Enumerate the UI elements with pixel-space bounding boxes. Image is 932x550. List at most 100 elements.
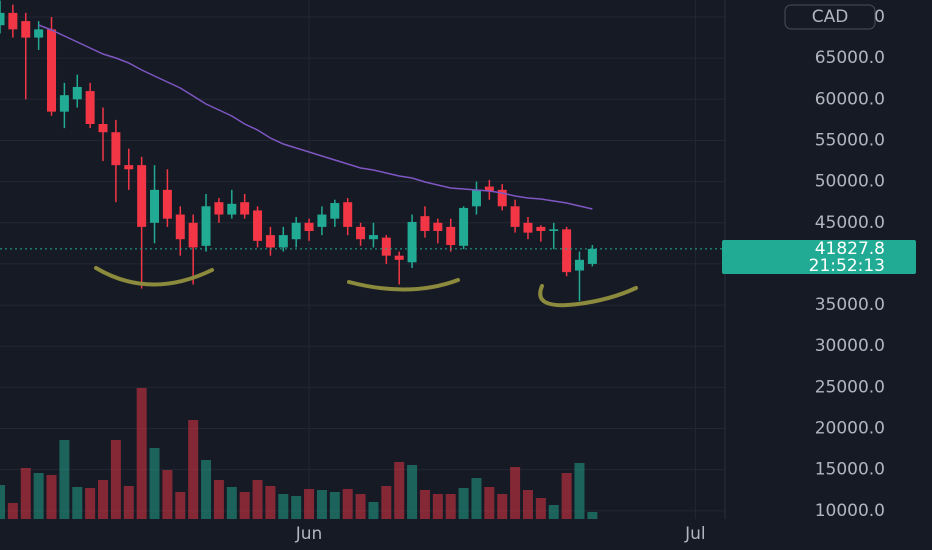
volume-bar — [46, 475, 57, 519]
volume-bar — [33, 473, 44, 519]
candle-body — [124, 165, 134, 170]
y-tick-label: 60000.0 — [815, 89, 885, 109]
candle-body — [523, 222, 533, 233]
volume-bar — [342, 489, 353, 519]
countdown-label: 21:52:13 — [809, 256, 885, 276]
volume-bar — [175, 492, 186, 519]
volume-bar — [110, 440, 121, 519]
y-tick-label: 65000.0 — [815, 48, 885, 68]
volume-bar — [368, 502, 379, 519]
volume-bar — [59, 440, 70, 519]
candle-body — [214, 202, 224, 215]
candle-body — [188, 222, 198, 248]
candle-body — [407, 221, 417, 263]
volume-bar — [213, 480, 224, 519]
volume-bar — [7, 503, 18, 519]
volume-bar — [432, 494, 443, 519]
volume-bar — [561, 473, 572, 519]
candle-body — [240, 202, 250, 215]
candle-body — [343, 202, 353, 227]
volume-bar — [136, 388, 147, 519]
y-tick-label: 20000.0 — [815, 419, 885, 439]
candle-body — [72, 86, 82, 100]
currency-badge[interactable] — [784, 4, 876, 30]
candle-body — [201, 206, 211, 246]
candle-body — [562, 229, 572, 273]
last-price-label: 41827.8 — [815, 239, 885, 259]
candle-body — [394, 255, 404, 260]
candle-body — [510, 206, 520, 227]
volume-bar — [252, 480, 263, 519]
candle-body — [536, 226, 546, 231]
candle-body — [34, 29, 44, 38]
y-tick-label: 25000.0 — [815, 377, 885, 397]
moving-average — [38, 24, 593, 210]
volume-bar — [291, 496, 302, 519]
candle-body — [497, 189, 507, 207]
candle-body — [162, 189, 172, 219]
volume-bar — [123, 486, 134, 519]
y-tick-label: 55000.0 — [815, 130, 885, 150]
candle-body — [433, 222, 443, 231]
volume-bar — [535, 498, 546, 519]
candle-body — [330, 203, 340, 219]
volume-bar — [355, 494, 366, 519]
volume-bar — [471, 478, 482, 519]
candle-body — [368, 235, 378, 240]
candle-body — [265, 235, 275, 248]
candle-body — [446, 226, 456, 245]
volume-bar — [278, 494, 289, 519]
drawing-curve — [347, 278, 460, 292]
volume-bar — [458, 488, 469, 519]
candle-body — [47, 29, 57, 112]
candle-body — [484, 186, 494, 192]
volume-bar — [510, 467, 521, 519]
candle-body — [291, 222, 301, 240]
y-tick-label: 45000.0 — [815, 213, 885, 233]
volume-bar — [85, 488, 96, 519]
candle-body — [98, 124, 108, 133]
candle-body — [85, 91, 95, 125]
candle-body — [574, 259, 584, 271]
x-tick-label: Jun — [295, 524, 323, 544]
candle-body — [381, 237, 391, 256]
candle-body — [587, 248, 597, 264]
volume-bar — [20, 468, 31, 519]
volume-bar — [497, 494, 508, 519]
y-tick-label: 30000.0 — [815, 336, 885, 356]
volume-bar — [149, 448, 160, 519]
candle-body — [356, 226, 366, 240]
candle-body — [549, 229, 559, 231]
volume-bar — [574, 463, 585, 519]
volume-bar — [201, 460, 212, 519]
candle-body — [0, 12, 5, 26]
candle-body — [317, 214, 327, 227]
y-tick-label: 15000.0 — [815, 460, 885, 480]
volume-bar — [188, 420, 199, 519]
candle-body — [304, 222, 314, 231]
volume-bar — [0, 485, 5, 519]
volume-bar — [522, 490, 533, 519]
volume-bar — [239, 492, 250, 519]
candle-body — [150, 189, 160, 223]
candle-body — [21, 21, 31, 38]
volume-bar — [407, 465, 418, 519]
candle-body — [253, 210, 263, 241]
volume-bar — [587, 512, 598, 519]
volume-bar — [548, 505, 559, 519]
x-tick-label: Jul — [684, 524, 706, 544]
candle-body — [137, 165, 147, 227]
last-price-badge — [722, 240, 916, 274]
volume-bar — [226, 487, 237, 519]
candle-body — [8, 12, 18, 30]
candle-body — [175, 214, 185, 240]
y-tick-label: 35000.0 — [815, 295, 885, 315]
volume-bar — [419, 490, 430, 519]
candle-body — [459, 207, 469, 246]
drawing-curve — [94, 266, 214, 287]
volume-bar — [394, 462, 405, 519]
volume-bar — [484, 487, 495, 519]
y-tick-label: 50000.0 — [815, 172, 885, 192]
currency-label: CAD — [812, 7, 849, 27]
volume-bar — [381, 486, 392, 519]
